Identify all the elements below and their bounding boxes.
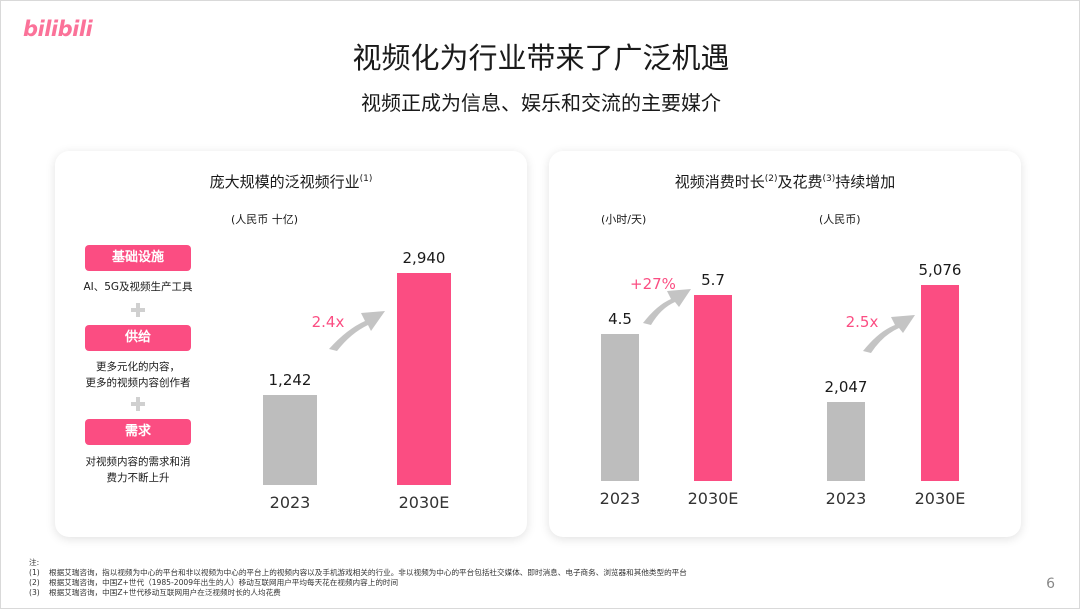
footnote-text: 根据艾瑞咨询，中国Z+世代移动互联网用户在泛视频时长的人均花费 [49, 588, 281, 597]
time-category-label: 2023 [599, 489, 641, 508]
industry-panel-title: 庞大规模的泛视频行业(1) [55, 171, 527, 192]
consumption-title-part3: 持续增加 [835, 173, 896, 191]
consumption-title-note-a: (2) [764, 174, 778, 184]
consumption-title-note-b: (3) [822, 174, 836, 184]
spend-value-label: 2,047 [824, 378, 868, 396]
industry-title-text: 庞大规模的泛视频行业 [209, 173, 360, 191]
time-growth-label: +27% [630, 275, 676, 293]
industry-unit-label: (人民币 十亿) [231, 213, 299, 226]
footnote-item: (3) 根据艾瑞咨询，中国Z+世代移动互联网用户在泛视频时长的人均花费 [29, 588, 1029, 598]
plus-icon [131, 303, 145, 317]
growth-arrow-icon [329, 311, 385, 351]
industry-bar-2030e [397, 273, 451, 485]
time-category-label: 2030E [687, 489, 739, 508]
page-title: 视频化为行业带来了广泛机遇 [352, 41, 730, 75]
industry-category-label: 2023 [269, 493, 311, 512]
footnotes: 注: (1) 根据艾瑞咨询，指以视频为中心的平台和非以视频为中心的平台上的视频内… [29, 558, 1029, 598]
growth-arrow-icon [863, 315, 915, 353]
industry-bar-2023 [263, 395, 317, 485]
spend-value-label: 5,076 [918, 261, 962, 279]
driver-supply-desc: 更多元化的内容， 更多的视频内容创作者 [85, 361, 191, 389]
footnote-number: (3) [29, 588, 40, 597]
driver-supply-label: 供给 [85, 325, 191, 351]
consumption-title-part1: 视频消费时长 [674, 173, 765, 191]
time-value-label: 4.5 [608, 310, 632, 328]
industry-category-label: 2030E [398, 493, 450, 512]
spend-bar-2030e [921, 285, 959, 481]
driver-infrastructure-label: 基础设施 [85, 245, 191, 271]
footnote-item: (1) 根据艾瑞咨询，指以视频为中心的平台和非以视频为中心的平台上的视频内容以及… [29, 568, 1029, 578]
industry-title-note: (1) [359, 174, 373, 184]
spend-category-label: 2030E [914, 489, 966, 508]
spend-category-label: 2023 [825, 489, 867, 508]
footnotes-heading: 注: [29, 558, 40, 567]
footnote-text: 根据艾瑞咨询，中国Z+世代（1985-2009年出生的人）移动互联网用户平均每天… [49, 578, 399, 587]
footnote-number: (2) [29, 578, 40, 587]
industry-value-label: 2,940 [402, 249, 446, 267]
time-unit-label: (小时/天) [601, 213, 647, 226]
spend-bar-2023 [827, 402, 865, 481]
spend-unit-label: (人民币) [819, 213, 861, 226]
industry-value-label: 1,242 [268, 371, 312, 389]
consumption-panel-title: 视频消费时长(2)及花费(3)持续增加 [549, 171, 1021, 192]
page-number: 6 [1046, 576, 1055, 592]
plus-icon [131, 397, 145, 411]
industry-scale-panel: 庞大规模的泛视频行业(1) (人民币 十亿) 基础设施 AI、5G及视频生产工具… [55, 151, 527, 537]
growth-arrow-icon [643, 289, 691, 325]
time-bar-2030e [694, 295, 732, 481]
page-subtitle: 视频正成为信息、娱乐和交流的主要媒介 [361, 91, 721, 115]
industry-growth-label: 2.4x [311, 313, 345, 331]
footnote-text: 根据艾瑞咨询，指以视频为中心的平台和非以视频为中心的平台上的视频内容以及手机游戏… [49, 568, 687, 577]
consumption-panel: 视频消费时长(2)及花费(3)持续增加 (小时/天) (人民币) 4.5 2023… [549, 151, 1021, 537]
spend-growth-label: 2.5x [845, 313, 879, 331]
driver-demand-label: 需求 [85, 419, 191, 445]
time-bar-2023 [601, 334, 639, 481]
footnote-item: (2) 根据艾瑞咨询，中国Z+世代（1985-2009年出生的人）移动互联网用户… [29, 578, 1029, 588]
driver-demand-desc: 对视频内容的需求和消 费力不断上升 [85, 456, 191, 484]
footnote-number: (1) [29, 568, 40, 577]
consumption-title-part2: 及花费 [777, 173, 823, 191]
driver-infrastructure-desc: AI、5G及视频生产工具 [83, 281, 193, 293]
time-value-label: 5.7 [701, 271, 725, 289]
bilibili-logo: bilibili [23, 17, 93, 41]
